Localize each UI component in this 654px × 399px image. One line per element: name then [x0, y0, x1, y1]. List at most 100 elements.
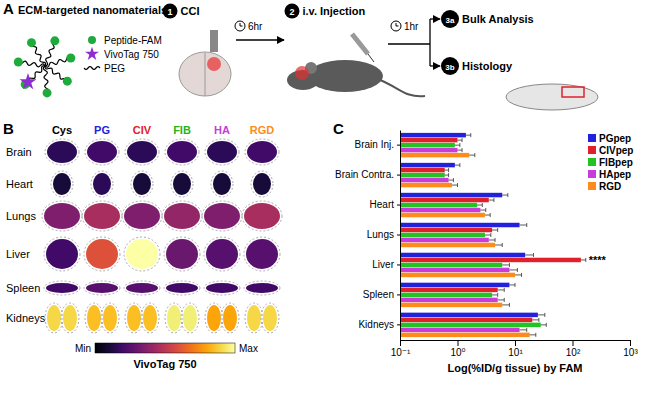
- step-number: 3a: [446, 16, 455, 25]
- bar: [400, 243, 495, 247]
- peptide-dot: [66, 54, 75, 63]
- legend-swatch: [588, 170, 596, 178]
- organ-signal: [63, 305, 77, 331]
- mouse-tail: [380, 80, 425, 96]
- organ-outline: [125, 303, 143, 333]
- branch: [429, 19, 430, 66]
- section: [506, 84, 598, 110]
- organ-signal: [183, 305, 197, 331]
- x-tick-mark: [515, 340, 516, 346]
- organ-signal: [246, 239, 278, 269]
- error-bar: [502, 263, 509, 267]
- organ-outline: [122, 201, 162, 231]
- organ-outline: [164, 237, 200, 271]
- legend-label: VivoTag 750: [104, 49, 159, 60]
- legend-marker: [85, 47, 99, 60]
- nanoparticle-icon: [14, 36, 75, 97]
- row-label: Heart: [6, 178, 33, 190]
- organ-outline: [45, 139, 79, 165]
- error-bar: [502, 193, 508, 197]
- x-axis: 10⁻¹10⁰10¹10²10³: [391, 340, 639, 358]
- error-bar: [469, 153, 475, 157]
- organ-signal: [173, 173, 191, 195]
- organ-signal: [133, 173, 151, 195]
- y-tick-label: Liver: [372, 259, 394, 270]
- organ-outline: [125, 139, 159, 165]
- clock-hands: [240, 23, 243, 26]
- organ-outline: [165, 303, 183, 333]
- column-label: FIB: [173, 124, 191, 136]
- error-bar: [492, 293, 498, 297]
- peptide-dot: [14, 57, 23, 66]
- bar: [400, 303, 502, 307]
- organ-signal: [84, 203, 120, 229]
- bar: [400, 183, 452, 187]
- bar: [400, 263, 502, 267]
- error-bar: [538, 313, 545, 317]
- legend-label: HApep: [599, 169, 631, 180]
- organ-signal: [206, 239, 238, 269]
- legend-label: RGD: [599, 181, 621, 192]
- organ-outline: [101, 303, 119, 333]
- arrow-stem: [388, 43, 430, 44]
- significance-annotation: ****: [589, 254, 607, 266]
- legend-swatch: [588, 158, 596, 166]
- x-tick-label: 10⁰: [450, 347, 465, 358]
- error-bar: [509, 268, 517, 272]
- y-tick-mark: [397, 264, 400, 265]
- bar: [400, 228, 492, 232]
- y-tick: Heart: [370, 199, 400, 210]
- organ-outline: [165, 139, 199, 165]
- y-tick: Lungs: [367, 229, 400, 240]
- error-bar: [477, 203, 482, 207]
- step-label: Histology: [462, 60, 513, 72]
- organ-signal: [46, 283, 78, 293]
- organ-images: [42, 139, 282, 333]
- brain-schematic: [179, 30, 231, 96]
- impactor: [210, 30, 218, 52]
- organ-outline: [244, 237, 280, 271]
- bar: [400, 323, 541, 327]
- organ-signal: [127, 305, 141, 331]
- error-bar: [489, 238, 495, 242]
- y-tick: Liver: [372, 259, 400, 270]
- y-tick: Kidneys: [358, 319, 400, 330]
- y-tick-label: Lungs: [367, 229, 394, 240]
- bar: [400, 318, 532, 322]
- bar: [400, 208, 480, 212]
- y-tick-label: Brain Inj.: [355, 139, 394, 150]
- vivotag-star: [19, 73, 36, 89]
- bar: [400, 233, 485, 237]
- step: 3aBulk Analysis: [441, 10, 534, 28]
- organ-outline: [45, 303, 63, 333]
- legend-marker: [84, 67, 100, 70]
- y-axis: Brain Inj.Brain Contra.HeartLungsLiverSp…: [335, 131, 400, 341]
- y-tick-label: Spleen: [363, 289, 394, 300]
- step-badge: [441, 10, 459, 28]
- brain-midline: [205, 53, 206, 96]
- error-bar: [492, 228, 498, 232]
- organ-outline: [164, 281, 200, 295]
- organ-signal: [87, 141, 117, 163]
- x-tick: 10⁰: [450, 340, 465, 358]
- error-bar: [449, 178, 454, 182]
- x-axis-title: Log(%ID/g tissue) by FAM: [447, 362, 582, 374]
- organ-signal: [164, 203, 200, 229]
- bar: [400, 153, 469, 157]
- x-tick: 10⁻¹: [391, 340, 411, 358]
- step-badge: [441, 57, 459, 75]
- head-glow: [295, 66, 309, 80]
- organ-signal: [213, 173, 231, 195]
- panel-title: ECM-targeted nanomaterials: [18, 4, 167, 16]
- organ-signal: [86, 239, 118, 269]
- y-tick-mark: [397, 145, 400, 146]
- clock-icon: [391, 21, 401, 31]
- y-tick-mark: [397, 294, 400, 295]
- bar: [400, 173, 445, 177]
- organ-outline: [242, 201, 282, 231]
- x-tick-mark: [458, 340, 459, 346]
- organ-outline: [51, 171, 73, 197]
- panel-label: A: [3, 0, 14, 17]
- organ-signal: [263, 305, 277, 331]
- mouse-body: [307, 60, 383, 92]
